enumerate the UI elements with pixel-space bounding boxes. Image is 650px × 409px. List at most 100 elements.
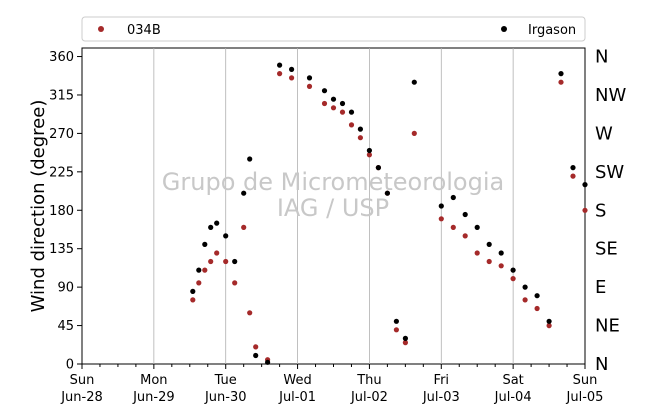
data-point — [375, 165, 381, 171]
data-point — [253, 352, 259, 359]
data-point — [411, 79, 417, 85]
data-point — [450, 194, 456, 201]
x-tick-label-day: Fri — [434, 373, 450, 388]
x-tick-label-day: Thu — [356, 373, 381, 388]
data-point — [321, 88, 328, 94]
data-point — [402, 340, 408, 346]
legend-label-irgason: Irgason — [528, 23, 576, 38]
x-tick-label-date: Jul-04 — [494, 390, 532, 405]
data-points — [190, 62, 588, 365]
data-point — [486, 258, 492, 265]
data-point — [265, 359, 271, 365]
data-point — [522, 284, 528, 290]
x-tick-label-day: Sat — [502, 373, 523, 388]
x-tick-label-day: Sun — [70, 373, 95, 388]
data-point — [357, 126, 363, 132]
watermark-line-1: Grupo de Micrometeorologia — [162, 168, 504, 196]
data-point — [277, 71, 283, 77]
legend: 034B Irgason — [81, 16, 586, 42]
x-tick-label-day: Mon — [140, 373, 167, 388]
compass-label: NE — [595, 316, 620, 337]
data-point — [190, 297, 196, 303]
data-point — [232, 280, 238, 286]
data-point — [510, 267, 516, 273]
x-tick-label-date: Jul-01 — [278, 390, 316, 405]
data-point — [330, 105, 337, 111]
watermark: Grupo de Micrometeorologia IAG / USP — [162, 168, 504, 222]
y-axis: 0 45 90 135 180 225 270 315 360 — [49, 50, 82, 373]
data-point — [534, 305, 540, 312]
data-point — [253, 344, 259, 350]
data-point — [366, 152, 372, 158]
series-034b — [190, 71, 588, 363]
data-point — [582, 182, 588, 188]
data-point — [232, 258, 238, 265]
compass-axis: N NE E SE S SW W NW N — [595, 47, 626, 375]
x-tick-label-date: Jul-05 — [566, 390, 604, 405]
data-point — [450, 224, 456, 230]
data-point — [196, 267, 202, 273]
y-tick-label: 360 — [49, 50, 74, 65]
y-tick-label: 135 — [49, 242, 74, 257]
y-tick-label: 0 — [66, 358, 74, 373]
x-tick-label-date: Jun-30 — [204, 390, 247, 405]
data-point — [289, 75, 295, 81]
data-point — [366, 147, 372, 154]
data-point — [546, 318, 552, 324]
y-tick-label: 270 — [49, 127, 74, 142]
data-point — [339, 109, 346, 115]
data-point — [277, 62, 283, 68]
data-point — [241, 224, 247, 230]
data-point — [247, 156, 253, 162]
compass-label: SW — [595, 162, 624, 183]
data-point — [306, 83, 313, 89]
compass-label: E — [595, 277, 606, 298]
data-point — [558, 71, 564, 77]
compass-label: N — [595, 47, 608, 68]
data-point — [357, 135, 363, 141]
data-point — [202, 241, 208, 247]
data-point — [348, 122, 355, 128]
data-point — [289, 66, 295, 72]
y-axis-title: Wind direction (degree) — [28, 100, 49, 313]
data-point — [247, 310, 253, 316]
data-point — [462, 211, 468, 218]
data-point — [393, 327, 399, 333]
data-point — [208, 224, 214, 230]
data-point — [546, 323, 552, 329]
data-point — [214, 250, 220, 256]
data-point — [348, 109, 355, 115]
data-point — [223, 233, 229, 239]
data-point — [438, 216, 444, 222]
x-tick-label-date: Jul-03 — [422, 390, 460, 405]
data-point — [202, 267, 208, 273]
data-point — [402, 335, 408, 341]
y-tick-label: 90 — [57, 281, 74, 296]
data-point — [438, 203, 444, 209]
x-tick-label-date: Jun-29 — [132, 390, 175, 405]
legend-box — [81, 16, 586, 42]
x-tick-label-date: Jul-02 — [350, 390, 388, 405]
y-tick-label: 45 — [57, 319, 74, 334]
data-point — [411, 130, 417, 136]
data-point — [330, 96, 337, 102]
data-point — [474, 250, 480, 256]
data-point — [582, 207, 588, 213]
data-point — [339, 100, 346, 107]
compass-label: NW — [595, 85, 626, 106]
compass-label: SE — [595, 239, 618, 260]
data-point — [486, 241, 492, 247]
data-point — [522, 297, 528, 303]
data-point — [534, 293, 540, 299]
data-point — [498, 250, 504, 256]
data-point — [393, 318, 399, 324]
data-point — [570, 165, 576, 171]
data-point — [223, 258, 229, 265]
data-point — [474, 224, 480, 230]
data-point — [558, 79, 564, 85]
y-tick-label: 315 — [49, 88, 74, 103]
x-tick-label-day: Tue — [214, 373, 237, 388]
data-point — [462, 233, 468, 239]
x-tick-label-day: Wed — [283, 373, 311, 388]
